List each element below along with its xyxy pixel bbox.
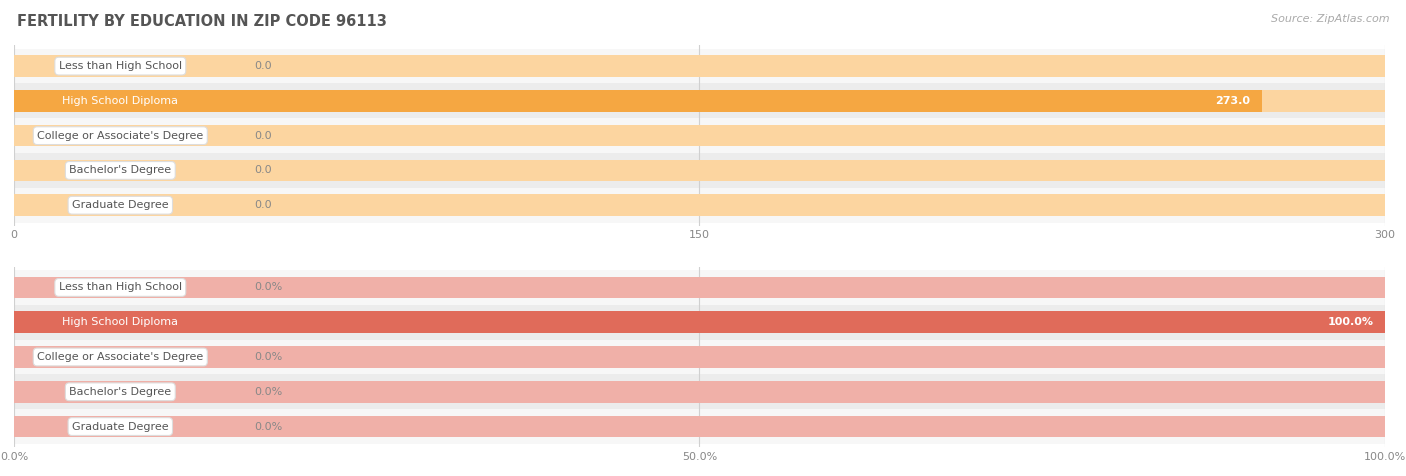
Bar xyxy=(14,277,1385,298)
Text: 0.0: 0.0 xyxy=(254,200,271,210)
Bar xyxy=(14,311,1385,333)
Bar xyxy=(14,194,1385,216)
Text: Bachelor's Degree: Bachelor's Degree xyxy=(69,387,172,397)
Bar xyxy=(14,311,1385,333)
Bar xyxy=(14,305,1385,339)
Bar xyxy=(14,90,1385,112)
Text: 0.0: 0.0 xyxy=(254,61,271,71)
Text: 0.0: 0.0 xyxy=(254,130,271,141)
Text: High School Diploma: High School Diploma xyxy=(62,96,179,106)
Bar xyxy=(14,416,1385,437)
Text: Less than High School: Less than High School xyxy=(59,282,181,292)
Bar xyxy=(14,270,1385,305)
Bar xyxy=(14,339,1385,375)
Text: 0.0%: 0.0% xyxy=(254,352,283,362)
Bar xyxy=(14,125,1385,147)
Bar xyxy=(14,153,1385,188)
Bar xyxy=(14,90,1261,112)
Text: Less than High School: Less than High School xyxy=(59,61,181,71)
Text: Bachelor's Degree: Bachelor's Degree xyxy=(69,166,172,176)
Bar xyxy=(14,409,1385,444)
Text: FERTILITY BY EDUCATION IN ZIP CODE 96113: FERTILITY BY EDUCATION IN ZIP CODE 96113 xyxy=(17,14,387,30)
Bar xyxy=(14,49,1385,83)
Bar xyxy=(14,346,1385,368)
Bar xyxy=(14,381,1385,403)
Text: Graduate Degree: Graduate Degree xyxy=(72,422,169,432)
Bar xyxy=(14,55,1385,77)
Bar xyxy=(14,188,1385,223)
Bar xyxy=(14,118,1385,153)
Text: 0.0%: 0.0% xyxy=(254,387,283,397)
Text: College or Associate's Degree: College or Associate's Degree xyxy=(37,130,204,141)
Text: 273.0: 273.0 xyxy=(1216,96,1250,106)
Text: Graduate Degree: Graduate Degree xyxy=(72,200,169,210)
Text: College or Associate's Degree: College or Associate's Degree xyxy=(37,352,204,362)
Bar xyxy=(14,159,1385,181)
Text: 0.0%: 0.0% xyxy=(254,422,283,432)
Text: 0.0%: 0.0% xyxy=(254,282,283,292)
Bar xyxy=(14,375,1385,409)
Bar xyxy=(14,83,1385,118)
Text: 100.0%: 100.0% xyxy=(1327,317,1374,327)
Text: High School Diploma: High School Diploma xyxy=(62,317,179,327)
Text: 0.0: 0.0 xyxy=(254,166,271,176)
Text: Source: ZipAtlas.com: Source: ZipAtlas.com xyxy=(1271,14,1389,24)
